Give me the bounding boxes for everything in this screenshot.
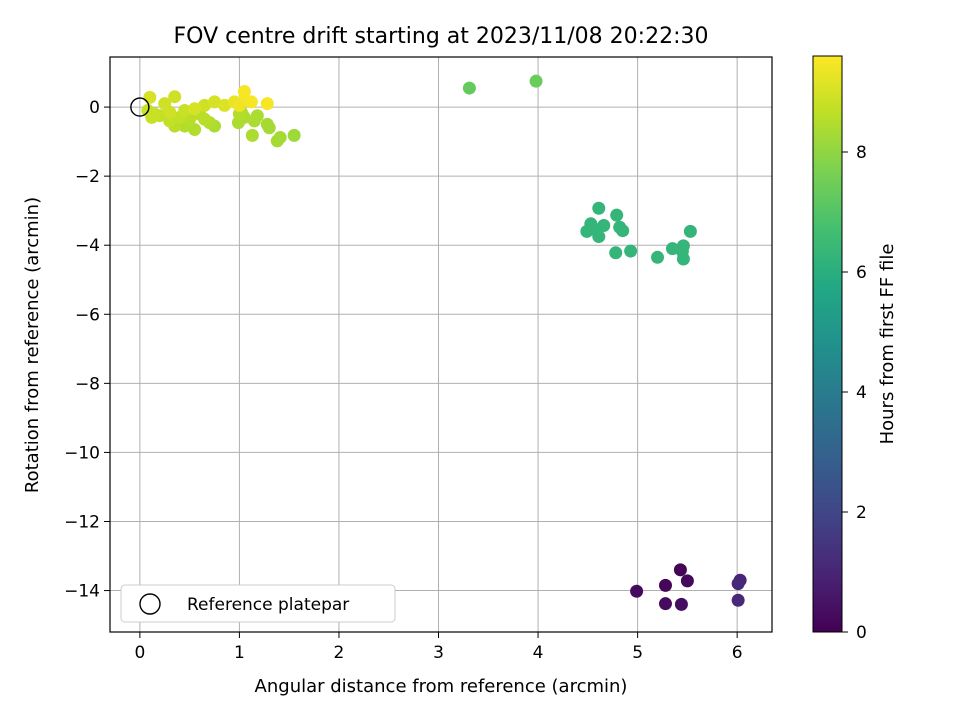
scatter-point xyxy=(245,128,259,142)
scatter-point xyxy=(676,252,690,266)
colorbar-tick-label: 2 xyxy=(856,503,867,523)
colorbar xyxy=(812,55,843,633)
scatter-point xyxy=(592,201,606,215)
scatter-point xyxy=(250,109,264,123)
colorbar-tick-label: 0 xyxy=(856,623,867,643)
colorbar-tick-label: 6 xyxy=(856,263,867,283)
scatter-point xyxy=(609,246,623,260)
scatter-point xyxy=(651,250,665,264)
y-tick-label: −6 xyxy=(75,305,100,325)
x-axis-label: Angular distance from reference (arcmin) xyxy=(255,676,628,697)
reference-marker xyxy=(130,97,150,117)
y-tick-label: −14 xyxy=(64,582,100,602)
legend: Reference platepar xyxy=(120,584,396,623)
scatter-point xyxy=(260,97,274,111)
legend-reference-marker xyxy=(139,593,161,615)
scatter-point xyxy=(731,577,745,591)
scatter-point xyxy=(630,584,644,598)
scatter-point xyxy=(163,105,177,119)
x-tick-label: 5 xyxy=(632,643,643,663)
scatter-point xyxy=(217,98,231,112)
plot-frame xyxy=(109,56,773,633)
scatter-point xyxy=(683,224,697,238)
scatter-point xyxy=(287,128,301,142)
scatter-point xyxy=(673,563,687,577)
scatter-points xyxy=(141,74,747,611)
x-tick-label: 0 xyxy=(134,643,145,663)
colorbar-ticks: 0 2 4 6 8 xyxy=(842,143,867,643)
scatter-point xyxy=(143,90,157,104)
y-axis-ticks: 0 −2 −4 −6 −8 −10 −12 −14 xyxy=(64,98,110,602)
y-tick-label: −8 xyxy=(75,374,100,394)
scatter-point xyxy=(580,224,594,238)
reference-point xyxy=(130,97,150,117)
scatter-point xyxy=(658,597,672,611)
colorbar-label: Hours from first FF file xyxy=(877,244,898,445)
scatter-point xyxy=(244,95,258,109)
x-tick-label: 2 xyxy=(334,643,345,663)
scatter-point xyxy=(168,90,182,104)
x-tick-label: 4 xyxy=(533,643,544,663)
chart-title: FOV centre drift starting at 2023/11/08 … xyxy=(174,24,709,49)
colorbar-tick-label: 8 xyxy=(856,143,867,163)
scatter-point xyxy=(198,112,212,126)
scatter-point xyxy=(674,597,688,611)
y-tick-label: 0 xyxy=(89,98,100,118)
scatter-point xyxy=(658,578,672,592)
scatter-point xyxy=(178,104,192,118)
scatter-point xyxy=(680,574,694,588)
y-tick-label: −4 xyxy=(75,236,100,256)
scatter-point xyxy=(462,81,476,95)
x-axis-ticks: 0 1 2 3 4 5 6 xyxy=(134,632,743,663)
scatter-point xyxy=(198,98,212,112)
scatter-point xyxy=(262,121,276,135)
scatter-point xyxy=(232,98,246,112)
x-tick-label: 1 xyxy=(234,643,245,663)
scatter-point xyxy=(610,208,624,222)
scatter-point xyxy=(592,230,606,244)
scatter-point xyxy=(208,95,222,109)
y-axis-label: Rotation from reference (arcmin) xyxy=(22,197,43,493)
y-tick-label: −10 xyxy=(64,443,100,463)
scatter-point xyxy=(624,244,638,258)
y-tick-label: −2 xyxy=(75,167,100,187)
scatter-point xyxy=(270,134,284,148)
scatter-point xyxy=(188,102,202,116)
x-tick-label: 6 xyxy=(732,643,743,663)
legend-box xyxy=(120,584,396,623)
scatter-point xyxy=(188,123,202,137)
x-tick-label: 3 xyxy=(433,643,444,663)
scatter-point xyxy=(616,224,630,238)
y-tick-label: −12 xyxy=(64,512,100,532)
scatter-point xyxy=(529,74,543,88)
colorbar-tick-label: 4 xyxy=(856,383,867,403)
scatter-point xyxy=(731,593,745,607)
grid-lines xyxy=(110,57,772,632)
scatter-point xyxy=(665,242,679,256)
legend-entry-reference: Reference platepar xyxy=(187,595,349,615)
